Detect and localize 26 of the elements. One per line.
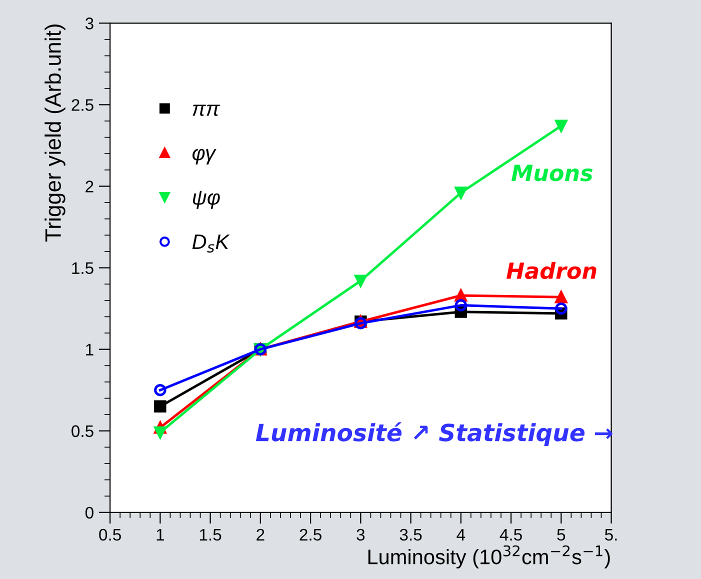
x-tick-label: 0.5 xyxy=(99,528,121,541)
y-tick-label: 2.5 xyxy=(72,99,94,111)
y-tick-label: 1 xyxy=(86,344,94,356)
x-tick-label: 4 xyxy=(456,529,466,540)
y-tick-label: 0.5 xyxy=(72,425,94,438)
y-tick-label: 0 xyxy=(85,506,94,519)
y-tick-label: 1.5 xyxy=(72,262,94,274)
x-tick-label: 1.5 xyxy=(200,529,222,541)
x-tick-label: 3.5 xyxy=(400,528,422,541)
y-axis-title: Trigger yield (Arb.unit) xyxy=(44,24,66,242)
x-tick-label: 2.5 xyxy=(300,528,322,541)
annotation: Hadron xyxy=(506,262,596,280)
legend-label: φγ xyxy=(192,148,216,164)
y-tick-label: 2 xyxy=(86,180,94,192)
x-tick-label: 5 xyxy=(557,529,566,541)
x-tick-label: 2 xyxy=(256,528,264,540)
x-tick-label: 5. xyxy=(604,529,617,541)
x-tick-label: 4.5 xyxy=(500,529,522,541)
x-tick-label: 1 xyxy=(156,529,164,540)
x-tick-label: 3 xyxy=(356,528,365,541)
x-axis-title: Luminosity (10$^{32}$cm$^{−2}$s$^{−1}$) xyxy=(368,545,610,568)
legend-label: D$_{s}$K xyxy=(192,234,230,253)
y-tick-label: 3 xyxy=(85,18,94,30)
legend-label: ψφ xyxy=(192,190,220,209)
legend-label: ππ xyxy=(192,104,220,116)
annotation: Muons xyxy=(511,164,592,182)
